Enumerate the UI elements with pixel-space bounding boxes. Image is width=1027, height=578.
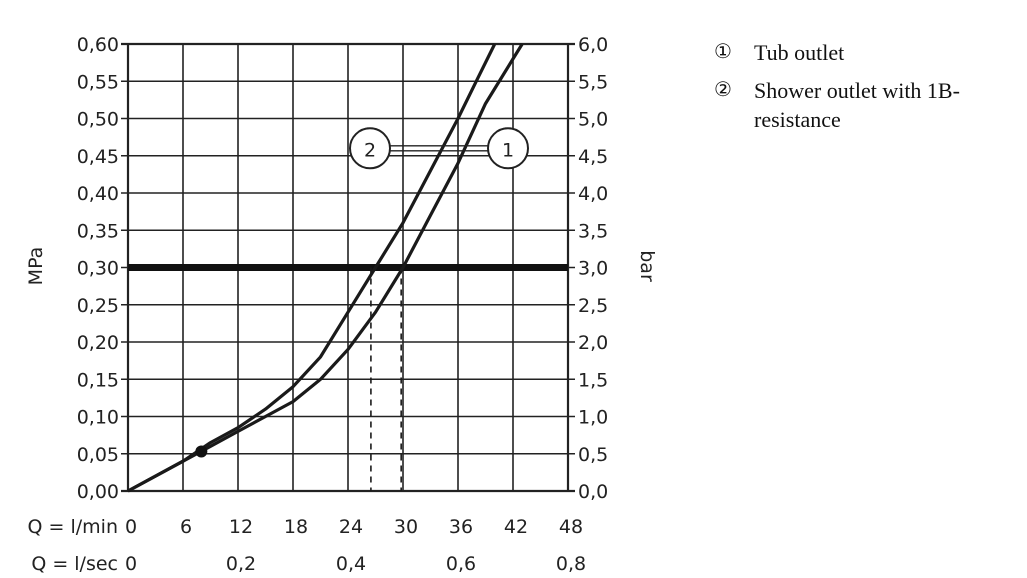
series-line-2 — [127, 43, 497, 493]
x-axis-prefix: Q = l/min — [28, 516, 118, 538]
series-line-1 — [127, 43, 524, 493]
legend-label: Tub outlet — [754, 40, 845, 65]
y2-tick-label: 2,5 — [578, 295, 608, 317]
y2-tick-label: 4,5 — [578, 146, 608, 168]
x2-axis-prefix: Q = l/sec — [31, 553, 118, 575]
y-tick-label: 0,25 — [77, 295, 119, 317]
y2-tick-label: 3,5 — [578, 220, 608, 242]
x-tick-label: 12 — [229, 516, 253, 538]
y-tick-label: 0,15 — [77, 369, 119, 391]
series-label-text: 1 — [502, 139, 514, 161]
axis-ticks: 0,000,050,100,150,200,250,300,350,400,45… — [28, 34, 609, 575]
legend-item: ① Tub outlet — [714, 38, 1024, 68]
x2-tick-label: 0,8 — [556, 553, 586, 575]
y-tick-label: 0,30 — [77, 258, 119, 280]
y2-tick-label: 2,0 — [578, 332, 608, 354]
x-tick-label: 0 — [125, 516, 137, 538]
y2-tick-label: 5,5 — [578, 71, 608, 93]
y2-tick-label: 1,0 — [578, 407, 608, 429]
y-tick-label: 0,55 — [77, 71, 119, 93]
y2-tick-label: 0,0 — [578, 481, 608, 503]
y-tick-label: 0,50 — [77, 109, 119, 131]
legend-marker: ② — [714, 76, 732, 101]
series-lines — [127, 43, 524, 493]
x-tick-label: 42 — [504, 516, 528, 538]
y2-tick-label: 4,0 — [578, 183, 608, 205]
y-tick-label: 0,20 — [77, 332, 119, 354]
x-tick-label: 36 — [449, 516, 473, 538]
y2-tick-label: 1,5 — [578, 369, 608, 391]
data-marker-point — [195, 445, 208, 458]
series-label-text: 2 — [364, 139, 376, 161]
legend-marker: ① — [714, 39, 732, 63]
x-tick-label: 6 — [180, 516, 192, 538]
y-tick-label: 0,00 — [77, 481, 119, 503]
y-tick-label: 0,60 — [77, 34, 119, 56]
x-tick-label: 48 — [559, 516, 583, 538]
y-tick-label: 0,45 — [77, 146, 119, 168]
x-tick-label: 30 — [394, 516, 418, 538]
y-tick-label: 0,05 — [77, 444, 119, 466]
drop-lines — [370, 267, 402, 491]
y-tick-label: 0,10 — [77, 407, 119, 429]
data-marker-group — [195, 445, 208, 458]
y2-tick-label: 0,5 — [578, 444, 608, 466]
y-tick-label: 0,40 — [77, 183, 119, 205]
series-label-circle — [349, 127, 391, 170]
y2-tick-label: 3,0 — [578, 258, 608, 280]
x-tick-label: 24 — [339, 516, 363, 538]
x2-tick-label: 0 — [125, 553, 137, 575]
x2-tick-label: 0,6 — [446, 553, 476, 575]
series-label-circle — [487, 127, 529, 170]
x-tick-label: 18 — [284, 516, 308, 538]
legend-label: Shower outlet with 1B-resistance — [754, 77, 960, 133]
legend-item: ② Shower outlet with 1B-resistance — [714, 76, 1024, 135]
y-axis-label: MPa — [25, 247, 47, 286]
y-tick-label: 0,35 — [77, 220, 119, 242]
y2-tick-label: 5,0 — [578, 109, 608, 131]
x2-tick-label: 0,2 — [226, 553, 256, 575]
legend: ① Tub outlet ② Shower outlet with 1B-res… — [714, 38, 1024, 143]
x2-tick-label: 0,4 — [336, 553, 366, 575]
y2-axis-label: bar — [636, 250, 658, 282]
y2-tick-label: 6,0 — [578, 34, 608, 56]
